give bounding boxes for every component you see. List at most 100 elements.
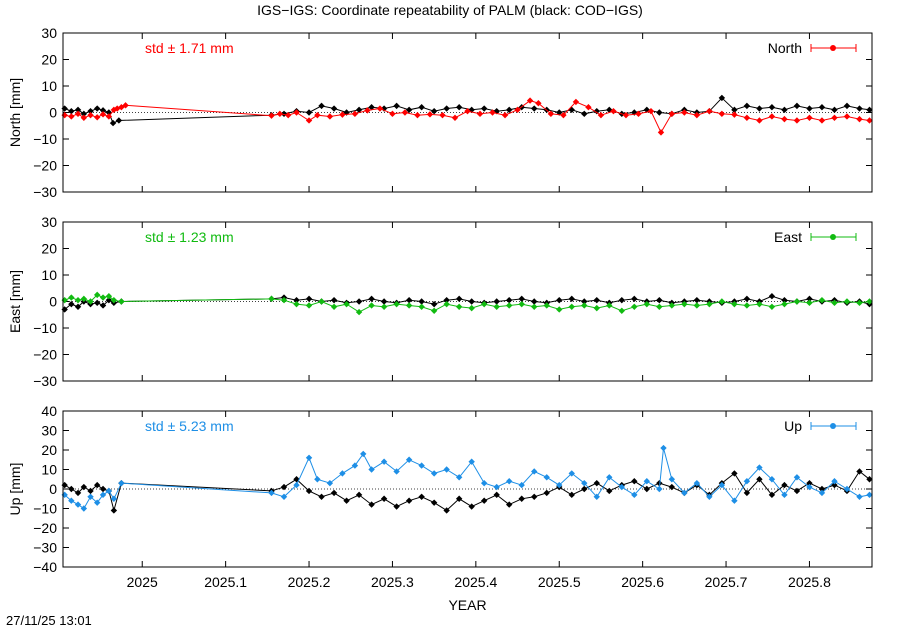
data-point	[531, 105, 538, 112]
y-tick-label: −20	[33, 347, 57, 363]
data-point	[531, 298, 538, 305]
y-tick-label: 20	[41, 241, 57, 257]
data-point	[355, 491, 363, 499]
data-point	[293, 109, 300, 116]
data-point	[330, 296, 338, 304]
y-axis-label: Up [mm]	[7, 463, 23, 516]
data-point	[268, 489, 275, 497]
data-point	[455, 474, 463, 481]
timestamp: 27/11/25 13:01	[6, 613, 92, 628]
y-tick-label: 10	[41, 267, 57, 283]
x-tick-label: 2025.5	[538, 574, 581, 590]
data-point	[305, 295, 313, 303]
data-point	[543, 474, 550, 481]
data-point	[818, 489, 826, 497]
data-point	[593, 304, 600, 312]
data-point	[68, 294, 75, 301]
data-point	[74, 296, 82, 304]
data-point	[743, 489, 751, 497]
data-point	[581, 479, 588, 487]
data-point	[80, 483, 88, 491]
data-point	[681, 489, 688, 497]
data-point	[660, 444, 667, 452]
data-point	[535, 100, 542, 107]
data-point	[401, 109, 409, 116]
data-point	[518, 300, 525, 308]
data-point	[430, 470, 438, 477]
data-point	[718, 298, 726, 305]
data-point	[806, 295, 813, 303]
data-point	[622, 111, 630, 119]
data-point	[501, 111, 509, 119]
data-point	[74, 106, 82, 114]
data-point	[80, 114, 88, 121]
data-point	[668, 302, 676, 309]
y-tick-label: −30	[33, 184, 57, 200]
data-point	[368, 466, 375, 473]
data-point	[355, 298, 363, 305]
legend-marker	[830, 45, 836, 51]
data-point	[368, 295, 375, 303]
plot-frame	[62, 410, 873, 568]
east-series-line	[64, 294, 870, 313]
legend-label: East	[774, 229, 802, 245]
data-point	[376, 105, 384, 112]
data-point	[280, 493, 288, 500]
data-point	[430, 307, 438, 314]
up-series-line	[64, 470, 870, 513]
data-point	[493, 298, 500, 305]
data-point	[681, 300, 688, 308]
data-point	[93, 499, 101, 506]
data-point	[606, 106, 613, 114]
data-point	[380, 495, 388, 502]
legend-label: Up	[784, 418, 802, 434]
data-point	[87, 107, 94, 115]
data-point	[314, 111, 321, 119]
data-point	[743, 114, 751, 121]
data-point	[393, 468, 400, 475]
data-point	[280, 483, 288, 491]
data-point	[318, 298, 325, 305]
data-point	[61, 296, 68, 304]
data-point	[656, 109, 663, 116]
data-point	[430, 499, 438, 506]
data-point	[80, 110, 88, 118]
data-point	[866, 117, 873, 124]
data-point	[439, 111, 446, 119]
data-point	[526, 97, 534, 104]
data-point	[405, 106, 413, 114]
data-point	[506, 106, 513, 114]
y-tick-label: 30	[41, 423, 57, 439]
data-point	[368, 104, 375, 111]
data-point	[326, 113, 334, 120]
data-point	[756, 105, 763, 112]
std-label: std ± 1.71 mm	[145, 40, 234, 56]
data-point	[831, 106, 838, 114]
data-point	[455, 495, 463, 502]
data-point	[635, 110, 642, 118]
data-point	[93, 481, 101, 489]
data-point	[781, 106, 788, 114]
data-point	[657, 129, 665, 136]
data-point	[856, 105, 863, 112]
data-point	[793, 102, 801, 110]
data-point	[706, 493, 713, 500]
data-point	[806, 483, 813, 491]
data-point	[506, 296, 513, 304]
y-tick-label: 20	[41, 52, 57, 68]
data-point	[355, 106, 363, 114]
data-point	[305, 117, 313, 124]
x-tick-label: 2025.2	[288, 574, 331, 590]
data-point	[806, 479, 813, 487]
data-point	[87, 487, 94, 495]
data-point	[843, 102, 851, 110]
std-label: std ± 1.23 mm	[145, 229, 234, 245]
data-point	[831, 481, 838, 489]
data-point	[593, 296, 600, 304]
y-tick-label: 0	[49, 105, 57, 121]
legend-marker	[830, 234, 836, 240]
data-point	[74, 501, 82, 508]
data-point	[656, 296, 663, 304]
data-point	[668, 483, 676, 491]
